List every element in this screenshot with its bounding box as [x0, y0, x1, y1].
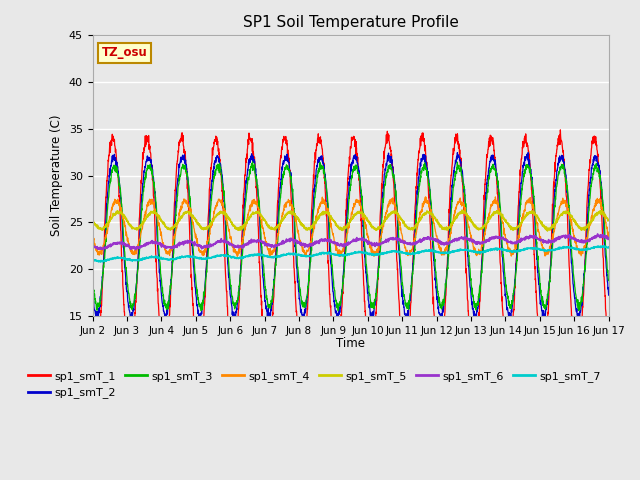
- sp1_smT_3: [366, 291, 374, 297]
- sp1_smT_3: [233, 300, 241, 306]
- sp1_smT_1: [559, 148, 567, 154]
- sp1_smT_6: [377, 240, 385, 246]
- sp1_smT_6: [500, 237, 508, 243]
- sp1_smT_7: [559, 245, 567, 251]
- sp1_smT_5: [543, 228, 551, 234]
- sp1_smT_4: [89, 233, 97, 239]
- Line: sp1_smT_3: sp1_smT_3: [93, 162, 609, 311]
- sp1_smT_5: [574, 222, 582, 228]
- sp1_smT_1: [233, 335, 241, 341]
- sp1_smT_4: [492, 194, 499, 200]
- sp1_smT_7: [500, 247, 508, 252]
- sp1_smT_4: [605, 235, 612, 240]
- sp1_smT_7: [97, 259, 104, 265]
- sp1_smT_5: [500, 217, 508, 223]
- Legend: sp1_smT_1, sp1_smT_2, sp1_smT_3, sp1_smT_4, sp1_smT_5, sp1_smT_6, sp1_smT_7: sp1_smT_1, sp1_smT_2, sp1_smT_3, sp1_smT…: [24, 367, 605, 403]
- sp1_smT_5: [605, 217, 612, 223]
- sp1_smT_5: [89, 216, 97, 222]
- sp1_smT_1: [574, 357, 582, 362]
- sp1_smT_4: [559, 201, 567, 206]
- sp1_smT_2: [524, 150, 532, 156]
- sp1_smT_6: [605, 237, 612, 242]
- sp1_smT_1: [376, 209, 384, 215]
- sp1_smT_6: [132, 247, 140, 252]
- sp1_smT_5: [559, 210, 567, 216]
- sp1_smT_4: [377, 234, 385, 240]
- sp1_smT_1: [605, 345, 612, 350]
- sp1_smT_4: [501, 231, 509, 237]
- sp1_smT_2: [376, 238, 384, 243]
- Line: sp1_smT_5: sp1_smT_5: [93, 210, 609, 231]
- sp1_smT_3: [249, 159, 257, 165]
- sp1_smT_3: [501, 270, 509, 276]
- sp1_smT_6: [559, 234, 567, 240]
- sp1_smT_1: [573, 368, 580, 373]
- sp1_smT_5: [458, 207, 466, 213]
- sp1_smT_7: [377, 251, 385, 257]
- sp1_smT_6: [594, 231, 602, 237]
- sp1_smT_6: [233, 244, 241, 250]
- sp1_smT_2: [365, 305, 373, 311]
- sp1_smT_2: [559, 155, 567, 160]
- sp1_smT_7: [365, 251, 373, 257]
- sp1_smT_6: [365, 240, 373, 246]
- sp1_smT_7: [594, 243, 602, 249]
- sp1_smT_5: [233, 226, 241, 231]
- sp1_smT_4: [365, 239, 373, 244]
- sp1_smT_2: [89, 294, 97, 300]
- Text: TZ_osu: TZ_osu: [102, 47, 148, 60]
- sp1_smT_5: [365, 219, 373, 225]
- sp1_smT_4: [574, 247, 582, 252]
- sp1_smT_4: [337, 253, 344, 259]
- sp1_smT_7: [89, 257, 97, 263]
- Y-axis label: Soil Temperature (C): Soil Temperature (C): [51, 115, 63, 237]
- sp1_smT_2: [575, 318, 582, 324]
- sp1_smT_3: [89, 278, 97, 284]
- sp1_smT_1: [365, 350, 373, 356]
- sp1_smT_1: [557, 127, 564, 133]
- sp1_smT_3: [574, 297, 582, 302]
- sp1_smT_1: [500, 329, 508, 335]
- sp1_smT_4: [233, 252, 241, 257]
- sp1_smT_2: [500, 281, 508, 287]
- Title: SP1 Soil Temperature Profile: SP1 Soil Temperature Profile: [243, 15, 459, 30]
- sp1_smT_3: [605, 278, 612, 284]
- sp1_smT_6: [89, 243, 97, 249]
- sp1_smT_2: [233, 305, 241, 311]
- sp1_smT_7: [605, 244, 612, 250]
- Line: sp1_smT_2: sp1_smT_2: [93, 153, 609, 321]
- sp1_smT_1: [89, 345, 97, 350]
- sp1_smT_3: [334, 308, 342, 313]
- sp1_smT_7: [573, 247, 581, 252]
- Line: sp1_smT_4: sp1_smT_4: [93, 197, 609, 256]
- Line: sp1_smT_1: sp1_smT_1: [93, 130, 609, 371]
- sp1_smT_6: [573, 239, 581, 244]
- sp1_smT_7: [233, 255, 241, 261]
- sp1_smT_2: [605, 292, 612, 298]
- X-axis label: Time: Time: [336, 337, 365, 350]
- Line: sp1_smT_7: sp1_smT_7: [93, 246, 609, 262]
- sp1_smT_3: [559, 166, 567, 172]
- sp1_smT_2: [573, 312, 581, 318]
- Line: sp1_smT_6: sp1_smT_6: [93, 234, 609, 250]
- sp1_smT_3: [377, 237, 385, 242]
- sp1_smT_5: [376, 224, 384, 230]
